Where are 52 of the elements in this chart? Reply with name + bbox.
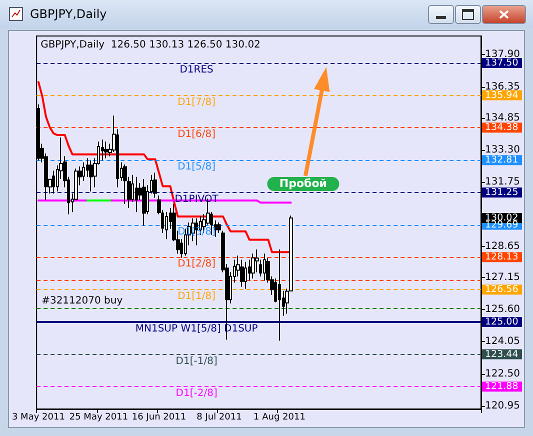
candlestick [104,141,108,159]
y-tick-label: 124.05 [485,336,520,348]
candlestick [244,261,247,290]
text: 125.00 [485,316,518,328]
y-tick-label: 133.30 [485,144,520,156]
x-tick-label: 16 Jun 2011 [132,412,186,422]
candlestick [123,164,127,204]
candlestick [89,160,93,192]
candlestick [165,212,168,240]
ref-line-label: D1[2/8] [178,258,216,270]
ref-line-label: D1[-1/8] [176,356,218,367]
y-tick-label: 128.65 [485,240,520,252]
ref-line-label: D1[6/8] [178,129,216,140]
x-tick-label: 8 Jul 2011 [196,412,242,422]
x-tick-label: 1 Aug 2011 [254,412,306,422]
text: 137.50 [485,57,518,68]
y-tick-label: 131.75 [485,176,520,188]
text: 121.88 [485,381,518,392]
ref-line-label: #32112070 buy [42,295,123,306]
ref-line-label: D1[5/8] [178,162,216,173]
text: 126.56 [485,284,518,296]
candlestick [101,139,104,161]
text: 134.38 [485,122,518,134]
candlestick [278,248,281,342]
annotation: Пробой [267,177,340,192]
y-tick-label: 136.35 [485,81,520,92]
candlestick [142,178,146,226]
ref-line-label: D1[-2/8] [176,388,218,400]
candlestick [240,259,244,288]
y-tick-label: 134.85 [485,112,520,124]
candlestick [263,253,266,282]
candlestick [135,176,138,213]
text: 131.25 [485,186,518,198]
candlestick [251,253,255,279]
y-tick-label: 125.60 [485,304,520,316]
chart-title: GBPJPY,Daily [30,7,107,21]
candlestick [153,172,157,198]
x-tick-label: 3 May 2011 [12,412,65,422]
y-tick-label: 122.50 [485,368,520,380]
text: 123.44 [485,348,518,360]
ref-line-label: D1[1/8] [178,291,216,302]
text: 128.13 [485,252,518,263]
ref-line-label: D1RES [180,64,214,76]
y-tick-label: 127.15 [485,272,520,283]
ref-line-label: D1[7/8] [178,96,216,108]
x-tick-label: 25 May 2011 [69,412,128,422]
chart-subtitle: GBPJPY,Daily 126.50 130.13 126.50 130.02 [40,40,260,50]
y-tick-label: 120.95 [485,400,520,412]
candlestick [217,222,221,234]
candlestick [82,162,85,182]
text: 132.81 [485,154,518,166]
text: 135.94 [485,90,518,101]
